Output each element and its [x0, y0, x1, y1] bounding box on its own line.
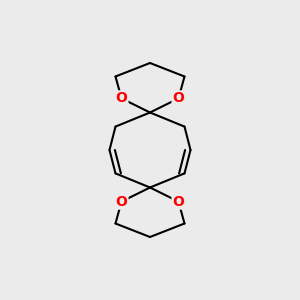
Text: O: O — [172, 92, 184, 105]
Text: O: O — [116, 195, 128, 208]
Text: O: O — [172, 195, 184, 208]
Text: O: O — [116, 92, 128, 105]
